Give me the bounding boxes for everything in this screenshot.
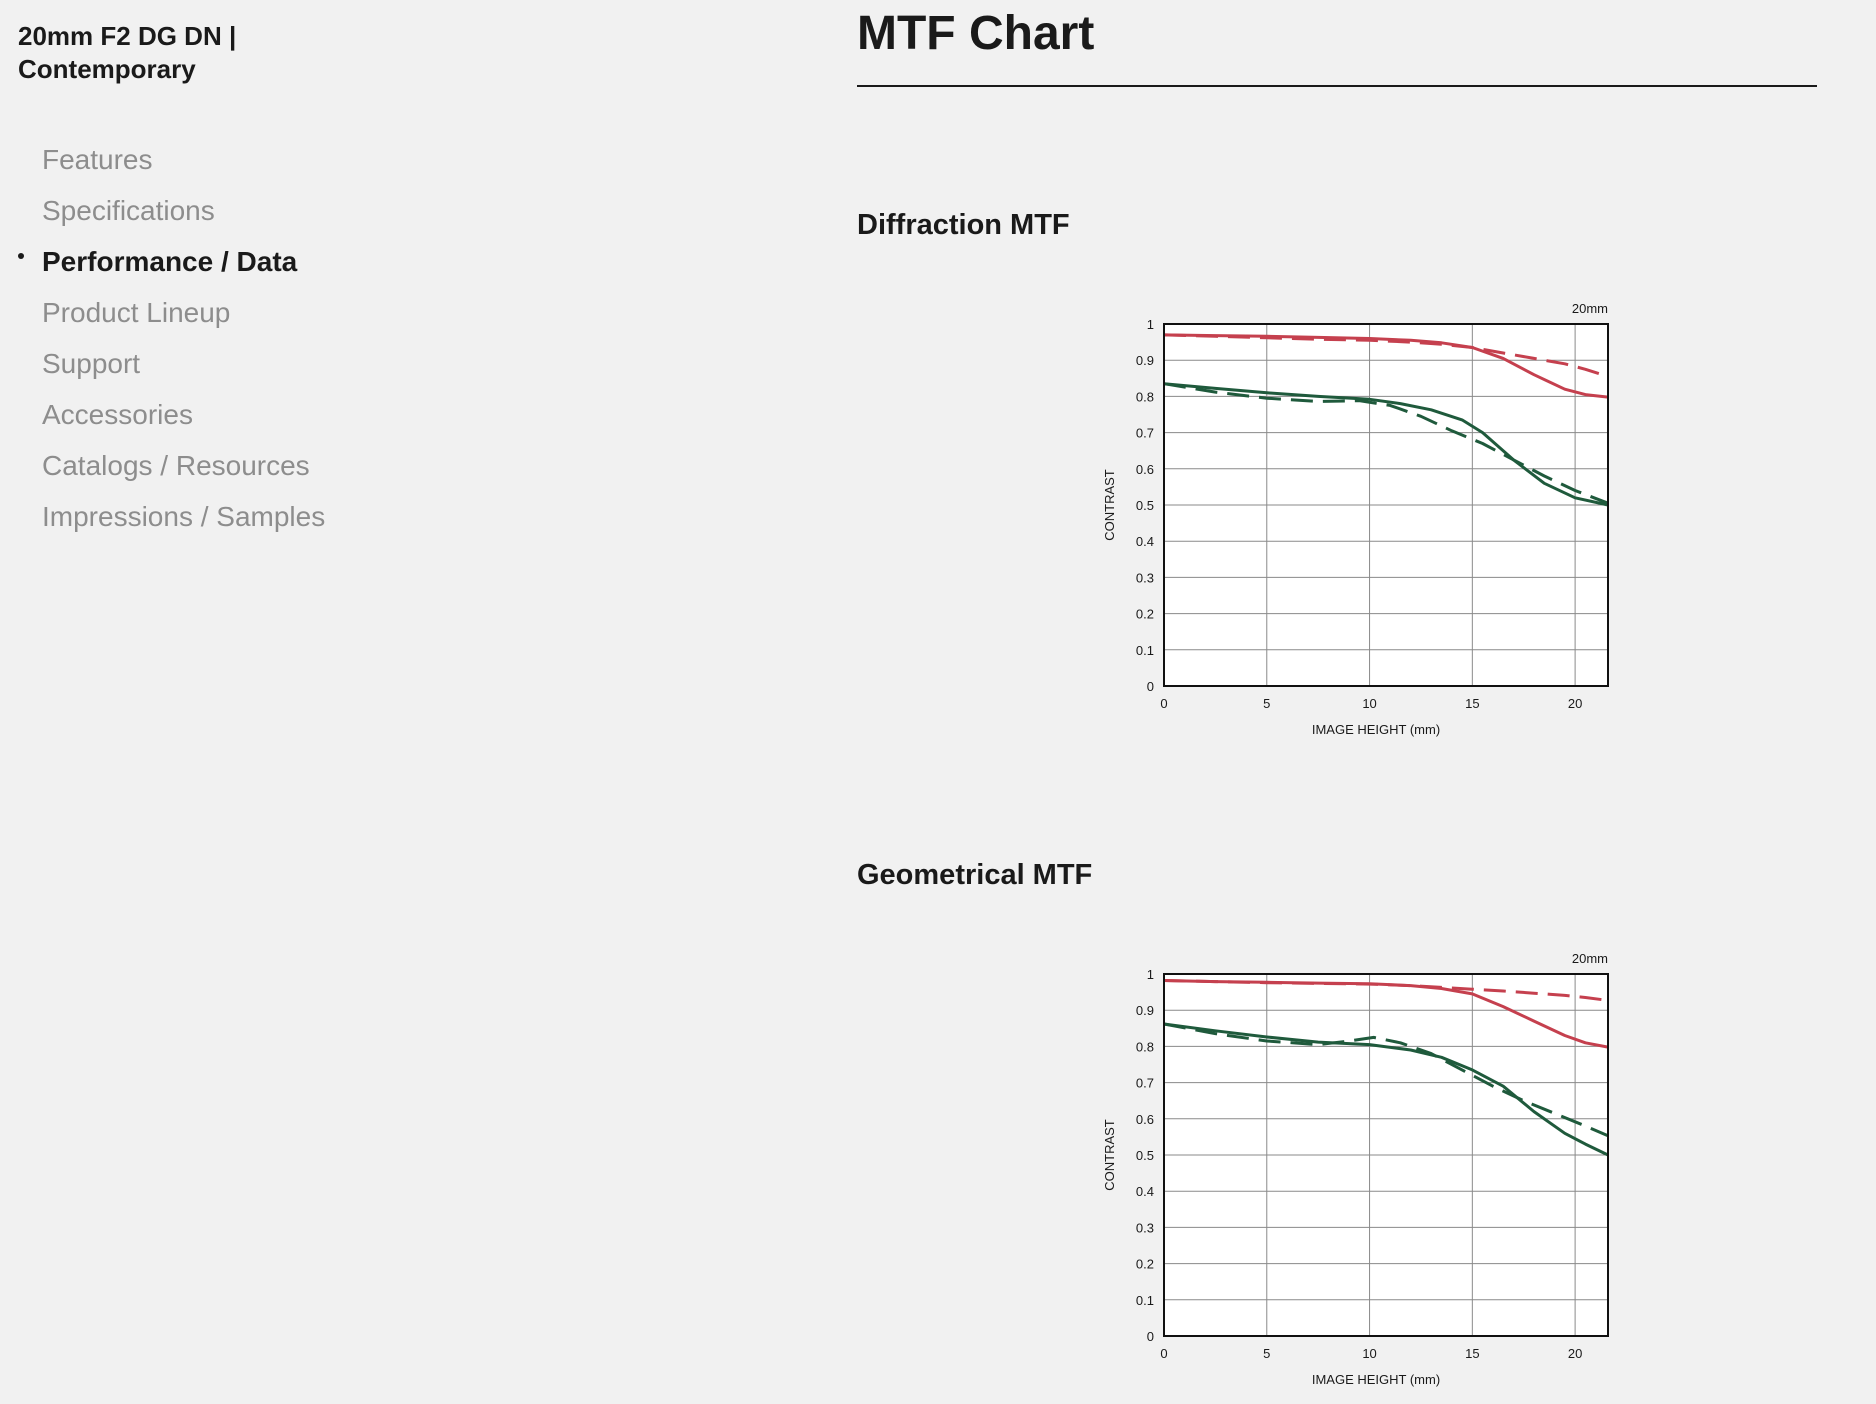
x-axis-label: IMAGE HEIGHT (mm) <box>1312 1372 1440 1387</box>
y-tick-label: 0.9 <box>1136 353 1154 368</box>
main-content: MTF Chart Diffraction MTF 0 0.1 0.2 0.3 0.4 0… <box>857 0 1817 1387</box>
x-tick-label: 10 <box>1362 1346 1376 1361</box>
y-tick-label: 0 <box>1147 679 1154 694</box>
y-tick-label: 0.7 <box>1136 1076 1154 1091</box>
section-title-diffraction: Diffraction MTF <box>857 209 1070 241</box>
y-tick-label: 0.7 <box>1136 426 1154 441</box>
y-tick-label: 0 <box>1147 1329 1154 1344</box>
y-tick-label: 0.3 <box>1136 1220 1154 1235</box>
y-tick-label: 0.9 <box>1136 1003 1154 1018</box>
x-tick-label: 5 <box>1263 1346 1270 1361</box>
y-tick-label: 0.6 <box>1136 462 1154 477</box>
nav-item-label: Catalogs / Resources <box>42 450 310 481</box>
y-tick-label: 0.1 <box>1136 1293 1154 1308</box>
x-tick-label: 15 <box>1465 1346 1479 1361</box>
focal-length-label: 20mm <box>1572 951 1608 966</box>
y-tick-label: 0.1 <box>1136 643 1154 658</box>
green-solid-series-line <box>1163 1022 1609 1157</box>
green-solid-series-line <box>1163 382 1609 507</box>
nav-item-performance-data[interactable]: Performance / Data <box>18 236 378 287</box>
y-tick-label: 0.2 <box>1136 607 1154 622</box>
section-nav: Features Specifications Performance / Da… <box>18 134 378 542</box>
x-tick-label: 0 <box>1160 696 1167 711</box>
nav-item-impressions-samples[interactable]: Impressions / Samples <box>18 491 378 542</box>
nav-item-features[interactable]: Features <box>18 134 378 185</box>
x-tick-label: 20 <box>1568 1346 1582 1361</box>
y-tick-label: 1 <box>1147 317 1154 332</box>
mtf-chart-svg: 00.10.20.30.40.50.60.70.80.910 5 10 15 20IMA… <box>1102 301 1609 737</box>
x-tick-label: 15 <box>1465 696 1479 711</box>
y-tick-label: 0.8 <box>1136 1039 1154 1054</box>
plot-frame <box>1163 973 1609 1337</box>
y-axis-label: CONTRAST <box>1102 1119 1117 1191</box>
nav-item-specifications[interactable]: Specifications <box>18 185 378 236</box>
y-tick-label: 0.2 <box>1136 1257 1154 1272</box>
nav-item-support[interactable]: Support <box>18 338 378 389</box>
nav-item-label: Features <box>42 144 153 175</box>
nav-item-label: Performance / Data <box>42 246 298 277</box>
nav-item-label: Accessories <box>42 399 193 430</box>
diffraction-mtf-chart: 0 0.1 0.2 0.3 0.4 0.5 0.6 0.7 0.8 0.9 1 0 5 10 15 20 IMA… <box>1077 298 1609 738</box>
active-dot-icon <box>18 253 24 259</box>
y-axis-label: CONTRAST <box>1102 469 1117 541</box>
green-dashed-series-line <box>1163 382 1609 505</box>
nav-item-label: Impressions / Samples <box>42 501 326 532</box>
y-tick-label: 1 <box>1147 967 1154 982</box>
nav-item-label: Specifications <box>42 195 215 226</box>
page-title: MTF Chart <box>857 7 1095 60</box>
product-title: 20mm F2 DG DN | Contemporary <box>18 21 237 84</box>
y-tick-label: 0.5 <box>1136 1148 1154 1163</box>
red-dashed-series-line <box>1163 979 1609 1002</box>
plot-frame <box>1163 323 1609 687</box>
geometrical-mtf-chart: 0 0.1 0.2 0.3 0.4 0.5 0.6 0.7 0.8 0.9 1 0 5 10 15 20 IMA… <box>1077 948 1609 1388</box>
section-title-geometrical: Geometrical MTF <box>857 859 1093 891</box>
focal-length-label: 20mm <box>1572 301 1608 316</box>
x-axis-label: IMAGE HEIGHT (mm) <box>1312 722 1440 737</box>
nav-item-accessories[interactable]: Accessories <box>18 389 378 440</box>
y-tick-label: 0.4 <box>1136 1184 1154 1199</box>
y-tick-label: 0.6 <box>1136 1112 1154 1127</box>
title-divider <box>857 85 1817 87</box>
x-tick-label: 0 <box>1160 1346 1167 1361</box>
nav-item-label: Support <box>42 348 141 379</box>
x-tick-label: 5 <box>1263 696 1270 711</box>
green-dashed-series-line <box>1163 1022 1609 1138</box>
y-tick-label: 0.8 <box>1136 389 1154 404</box>
x-tick-label: 20 <box>1568 696 1582 711</box>
red-dashed-series-line <box>1163 333 1609 378</box>
mtf-chart-svg: 00.10.20.30.40.50.60.70.80.910 5 10 15 20IMA… <box>1102 951 1609 1387</box>
nav-item-label: Product Lineup <box>42 297 231 328</box>
y-tick-label: 0.3 <box>1136 570 1154 585</box>
y-tick-label: 0.4 <box>1136 534 1154 549</box>
x-tick-label: 10 <box>1362 696 1376 711</box>
sidebar: 20mm F2 DG DN | Contemporary Features Sp… <box>18 20 378 542</box>
nav-item-product-lineup[interactable]: Product Lineup <box>18 287 378 338</box>
y-tick-label: 0.5 <box>1136 498 1154 513</box>
nav-item-catalogs-resources[interactable]: Catalogs / Resources <box>18 440 378 491</box>
